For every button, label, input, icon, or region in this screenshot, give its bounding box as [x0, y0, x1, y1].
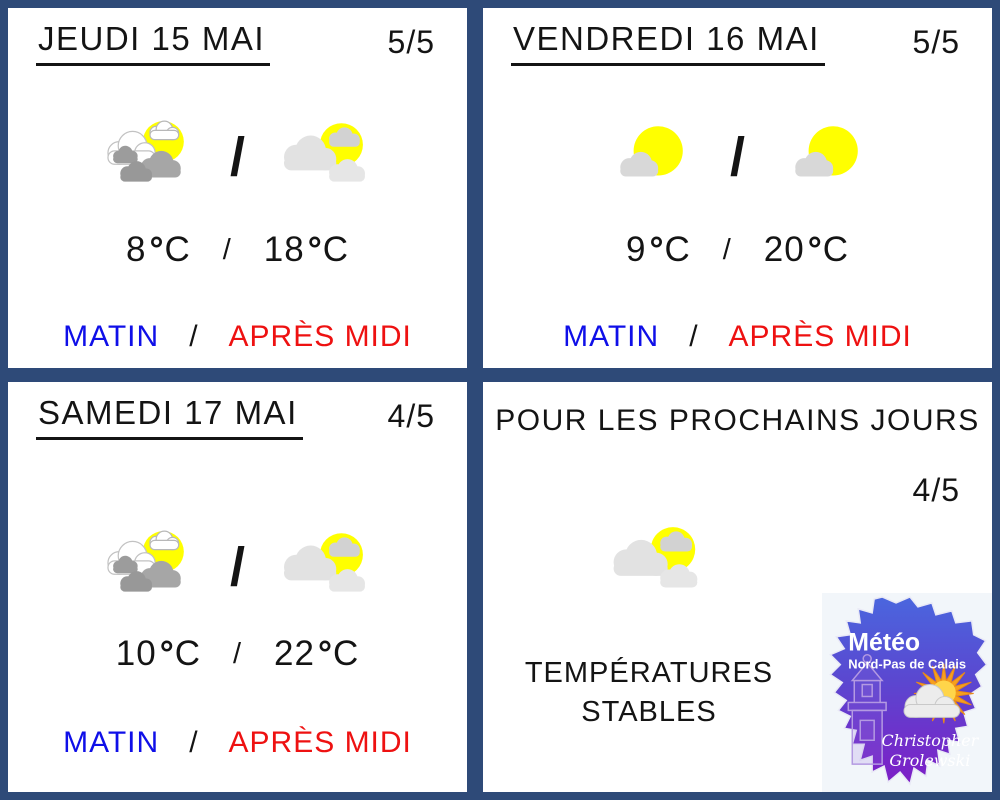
morning-temperature: 9°C	[625, 230, 691, 269]
belfry-icon	[847, 653, 887, 765]
outlook-message-line: TEMPÉRATURES	[524, 657, 774, 689]
sun-with-clouds-icon	[613, 527, 698, 588]
afternoon-temperature: 20°C	[763, 230, 850, 269]
slash-separator: /	[229, 127, 245, 187]
slash-separator: /	[222, 234, 232, 266]
afternoon-label: APRÈS MIDI	[228, 726, 412, 759]
morning-label: MATIN	[63, 320, 160, 353]
degree-symbol: °	[317, 634, 333, 673]
slash-separator: /	[189, 320, 199, 353]
logo-region: Nord-Pas de Calais	[848, 657, 966, 672]
afternoon-temperature: 18°C	[263, 230, 350, 269]
degree-symbol: °	[807, 230, 823, 269]
confidence-score: 4/5	[912, 472, 960, 508]
logo-signature-line1: Christopher	[882, 731, 980, 750]
logo-signature-line2: Grolewski	[889, 751, 970, 770]
period-labels-row: MATIN / APRÈS MIDI	[483, 320, 992, 354]
forecast-panel-vendredi: VENDREDI 16 MAI 5/5 / 9°C / 20°C MATIN /…	[483, 8, 992, 368]
degree-symbol: °	[649, 230, 665, 269]
slash-separator: /	[229, 537, 245, 597]
confidence-score: 4/5	[387, 398, 435, 434]
icons-row: /	[8, 114, 467, 196]
degree-symbol: °	[307, 230, 323, 269]
sunny-small-cloud-icon	[795, 126, 858, 177]
confidence-score: 5/5	[387, 24, 435, 60]
forecast-panel-samedi: SAMEDI 17 MAI 4/5 / 10°C / 22°C MATIN / …	[8, 382, 467, 792]
degree-symbol: °	[149, 230, 165, 269]
icons-row: /	[8, 524, 467, 606]
panel-title: JEUDI 15 MAI	[36, 20, 271, 66]
slash-separator: /	[232, 638, 243, 670]
region-map-shape	[829, 596, 988, 786]
outlook-panel: POUR LES PROCHAINS JOURS 4/5 TEMPÉRATURE…	[483, 382, 992, 792]
temperatures-row: 9°C / 20°C	[483, 230, 992, 270]
outlook-message-line: STABLES	[581, 696, 717, 728]
slash-separator: /	[729, 127, 745, 187]
morning-temperature: 8°C	[125, 230, 191, 269]
slash-separator: /	[189, 726, 199, 759]
morning-temperature: 10°C	[115, 634, 201, 673]
sun-with-clouds-icon	[284, 533, 365, 592]
period-labels-row: MATIN / APRÈS MIDI	[8, 726, 467, 760]
outlook-message: TEMPÉRATURES STABLES	[483, 654, 815, 732]
sun-behind-clouds-icon	[107, 120, 185, 183]
period-labels-row: MATIN / APRÈS MIDI	[8, 320, 467, 354]
panel-title: VENDREDI 16 MAI	[511, 20, 825, 66]
slash-separator: /	[689, 320, 699, 353]
icons-row: /	[483, 114, 992, 196]
degree-symbol: °	[159, 634, 175, 673]
temperatures-row: 10°C / 22°C	[8, 634, 467, 674]
sun-with-clouds-icon	[284, 123, 365, 182]
morning-label: MATIN	[63, 726, 160, 759]
afternoon-temperature: 22°C	[274, 634, 360, 673]
region-logo-graphic: Météo Nord-Pas de Calais Christopher Gro…	[829, 596, 988, 786]
afternoon-label: APRÈS MIDI	[728, 320, 912, 353]
logo-brand: Météo	[848, 629, 920, 657]
outlook-title: POUR LES PROCHAINS JOURS	[495, 404, 980, 437]
morning-label: MATIN	[563, 320, 660, 353]
confidence-score: 5/5	[912, 24, 960, 60]
forecast-panel-jeudi: JEUDI 15 MAI 5/5 / 8°C / 18°C MATIN / AP…	[8, 8, 467, 368]
temperatures-row: 8°C / 18°C	[8, 230, 467, 270]
station-logo: Météo Nord-Pas de Calais Christopher Gro…	[822, 593, 992, 792]
logo-cloud-icon	[903, 684, 961, 718]
slash-separator: /	[722, 234, 732, 266]
afternoon-label: APRÈS MIDI	[228, 320, 412, 353]
sun-behind-clouds-icon	[107, 530, 185, 593]
sunny-small-cloud-icon	[620, 126, 683, 177]
panel-title: SAMEDI 17 MAI	[36, 394, 303, 440]
